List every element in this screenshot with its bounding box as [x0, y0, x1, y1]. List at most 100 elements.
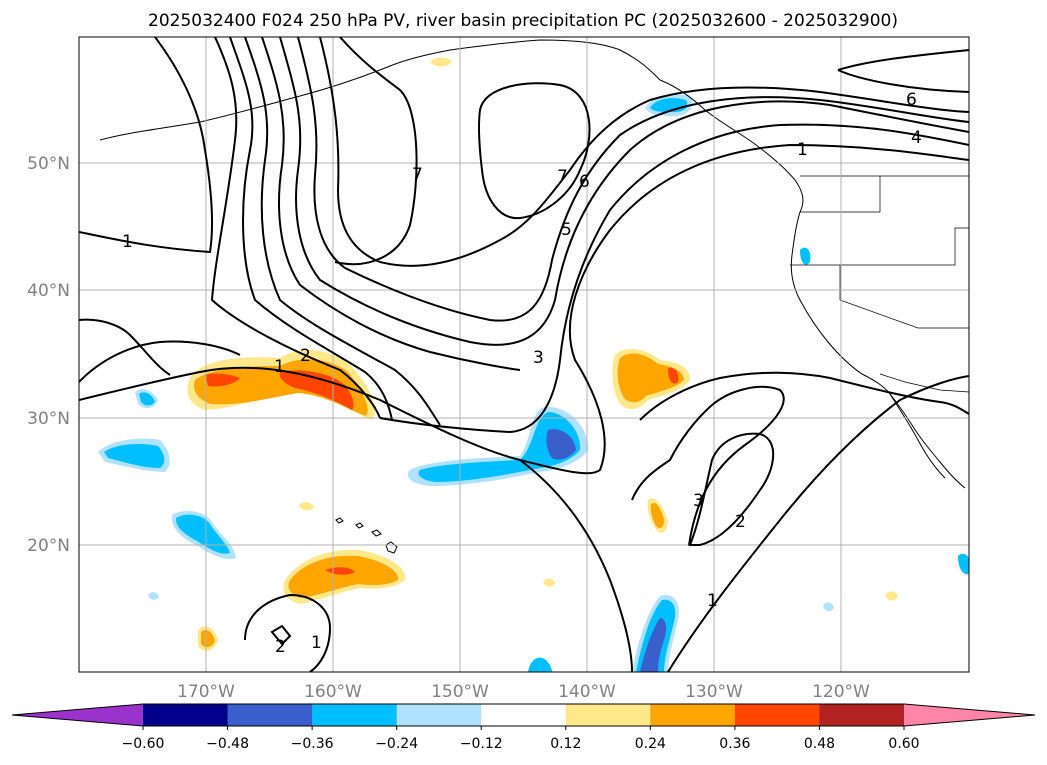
precip-shading: [98, 57, 969, 672]
lat-tick-label: 30°N: [27, 409, 70, 429]
contour-label: 7: [412, 165, 423, 185]
colorbar-segment: [312, 704, 398, 726]
lat-tick-label: 20°N: [27, 536, 70, 556]
colorbar-tick-label: 0.36: [719, 736, 750, 752]
colorbar-tick-label: −0.60: [122, 736, 165, 752]
colorbar-segment: [819, 704, 905, 726]
colorbar-segment: [143, 704, 229, 726]
map-panel: 1 1 1 1 1 2 2 2 3 3 4 5 6 6 7 7: [79, 37, 969, 672]
colorbar-segment: [227, 704, 313, 726]
contour-label: 1: [797, 140, 808, 160]
precip-positive-small-2-core: [650, 502, 664, 528]
lon-tick-label: 130°W: [685, 682, 743, 702]
lon-tick-label: 150°W: [431, 682, 489, 702]
colorbar-tick-label: −0.24: [375, 736, 418, 752]
precip-negative-south-core: [640, 618, 667, 672]
pv-contour-2-southwest: [244, 593, 332, 672]
precip-positive-band-central-max: [279, 370, 354, 410]
lat-tick-label: 50°N: [27, 154, 70, 174]
precip-positive-east-core: [617, 353, 684, 403]
border-nv-ca: [839, 265, 969, 329]
precip-negative-west-2-core: [139, 392, 155, 406]
pv-contour-trough-3: [244, 37, 441, 426]
coastline-us-west: [790, 211, 966, 489]
precip-positive-band-central-core: [194, 359, 368, 416]
contour-label: 1: [122, 232, 133, 252]
colorbar-tick-label: 0.12: [550, 736, 581, 752]
pv-contour-6-north: [837, 49, 969, 93]
gridlines: [79, 37, 969, 672]
map-frame: [78, 36, 970, 673]
colorbar-segment: [396, 704, 482, 726]
precip-negative-west-3-core: [175, 514, 230, 554]
lon-tick-label: 160°W: [304, 682, 362, 702]
border-ca-or: [790, 227, 969, 266]
contour-label: 5: [561, 220, 572, 240]
coastline-canada-west: [659, 79, 804, 213]
precip-negative-west-1-core: [104, 444, 165, 468]
colorbar-extend-max: [904, 704, 1035, 726]
border-us-mexico: [879, 373, 969, 393]
pv-contour-1-mid-east: [639, 371, 969, 421]
precip-positive-small-5: [885, 591, 898, 601]
contour-label: 1: [311, 633, 322, 653]
colorbar-tick-label: 0.60: [888, 736, 919, 752]
pv-contour-inner-7: [319, 37, 969, 267]
contour-label: 2: [300, 346, 311, 366]
contour-label: 4: [911, 128, 922, 148]
pv-contour-3-east: [688, 432, 775, 546]
precip-negative-small-9: [800, 247, 811, 265]
colorbar-segment: [481, 704, 567, 726]
precip-positive-east-max: [668, 367, 679, 384]
precip-negative-small-7: [148, 592, 159, 600]
pv-contour-2-east: [631, 385, 785, 546]
contour-label: 2: [275, 637, 286, 657]
hawaiian-islands: [335, 517, 398, 554]
pv-contour-trough-4: [261, 37, 521, 371]
border-or-wa: [800, 176, 881, 213]
lon-tick-label: 170°W: [177, 682, 235, 702]
contour-label: 1: [274, 357, 285, 377]
contour-label: 3: [533, 348, 544, 368]
contour-labels: 1 1 1 1 1 2 2 2 3 3 4 5 6 6 7 7: [122, 90, 922, 657]
colorbar-tick-label: −0.36: [291, 736, 334, 752]
colorbar: −0.60 −0.48 −0.36 −0.24 −0.12 0.12 0.24 0.36 0.4…: [11, 703, 1036, 752]
political-borders: [790, 175, 969, 393]
pv-contour-1-south-east: [667, 375, 969, 672]
lon-tick-label: 120°W: [812, 682, 870, 702]
contour-label: 7: [557, 167, 568, 187]
precip-negative-south-2: [528, 657, 552, 672]
lat-tick-label: 40°N: [27, 281, 70, 301]
pv-contour-trough-2: [229, 37, 393, 421]
pv-contour-1-west: [79, 37, 214, 254]
precip-positive-blob-west: [205, 373, 240, 387]
precip-positive-small-1-core: [201, 630, 215, 648]
pv-contour-2-loop: [79, 318, 171, 376]
colorbar-extend-min: [12, 704, 143, 726]
colorbar-segment: [650, 704, 736, 726]
figure-title: 2025032400 F024 250 hPa PV, river basin …: [148, 11, 898, 31]
pv-contour-7-loop: [334, 37, 418, 266]
pv-contour-subtrop-2: [79, 340, 241, 383]
pv-contour-trough-5: [279, 37, 969, 346]
pv-contour-ridge-3: [379, 123, 969, 434]
contour-label: 3: [693, 491, 704, 511]
colorbar-segment: [734, 704, 820, 726]
pv-contour-ridge-2: [79, 143, 969, 475]
colorbar-tick-label: −0.48: [206, 736, 249, 752]
pv-contour-7-closed: [477, 82, 591, 220]
precip-negative-band-core: [546, 429, 576, 460]
contour-label: 1: [707, 591, 718, 611]
precip-negative-small-8: [823, 602, 834, 612]
pv-contour-trough-1: [210, 37, 381, 419]
colorbar-tick-label: 0.48: [804, 736, 835, 752]
colorbar-segment: [565, 704, 651, 726]
pv-contour-trough-6: [297, 37, 969, 322]
longitude-tick-labels: 170°W 160°W 150°W 140°W 130°W 120°W: [177, 682, 870, 702]
precip-positive-small-6: [430, 57, 452, 67]
lon-tick-label: 140°W: [558, 682, 616, 702]
pv-contours: [79, 37, 969, 672]
latitude-tick-labels: 50°N 40°N 30°N 20°N: [27, 154, 70, 556]
precip-positive-hawaii-core: [288, 555, 399, 598]
colorbar-tick-label: −0.12: [460, 736, 503, 752]
